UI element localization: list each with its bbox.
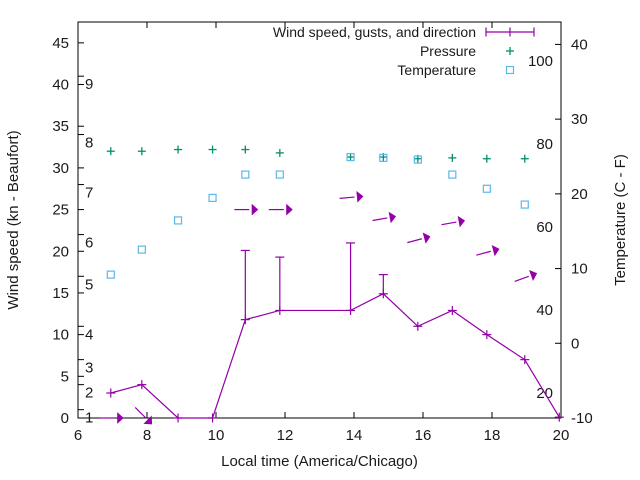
wind-direction-tail <box>134 406 147 419</box>
legend-label-2: Temperature <box>397 62 476 78</box>
y2-tick-label: 40 <box>571 36 588 53</box>
temperature-point <box>208 193 217 203</box>
wind-direction-tail <box>514 275 529 282</box>
x-tick-label: 16 <box>415 427 432 444</box>
y2-axis-title: Temperature (C - F) <box>612 154 629 286</box>
temperature-point <box>482 184 491 193</box>
legend-label-0: Wind speed, gusts, and direction <box>273 24 476 40</box>
wind-direction-arrow <box>251 203 259 216</box>
temperature-point <box>275 170 284 179</box>
y-tick-label: 45 <box>52 35 69 52</box>
y2-f-label: 60 <box>536 219 553 236</box>
y2-tick-label: 0 <box>571 335 579 352</box>
x-tick-label: 10 <box>208 427 225 444</box>
temperature-point <box>346 152 355 162</box>
legend-square-icon <box>505 65 515 75</box>
y-tick-label: 0 <box>61 410 69 427</box>
beaufort-tick-label: 2 <box>85 385 93 402</box>
y-tick-label: 35 <box>52 118 69 135</box>
x-axis-title: Local time (America/Chicago) <box>221 453 418 470</box>
legend-label-1: Pressure <box>420 43 476 59</box>
wind-direction-arrow <box>143 415 153 425</box>
y2-tick-label: -10 <box>571 410 593 427</box>
temperature-point <box>173 216 183 225</box>
temperature-point <box>448 170 457 179</box>
wind-direction-arrow <box>388 211 397 224</box>
beaufort-tick-label: 9 <box>85 76 93 93</box>
wind-direction-arrow <box>356 191 364 203</box>
y-tick-label: 25 <box>52 202 69 219</box>
beaufort-tick-label: 6 <box>85 235 93 252</box>
y2-tick-label: 20 <box>571 186 588 203</box>
wind-direction-arrow <box>117 412 124 424</box>
wind-direction-tail <box>339 196 355 199</box>
x-tick-label: 12 <box>277 427 294 444</box>
wind-direction-arrow <box>422 232 431 244</box>
x-tick-label: 6 <box>74 427 82 444</box>
wind-direction-tail <box>372 217 388 222</box>
wind-direction-tail <box>476 250 491 256</box>
wind-direction-arrow <box>457 215 466 228</box>
y2-tick-label: 30 <box>571 111 588 128</box>
y2-f-label: 100 <box>528 53 553 70</box>
wind-direction-arrow <box>286 203 293 216</box>
y-tick-label: 40 <box>52 77 69 94</box>
beaufort-tick-label: 7 <box>85 185 93 202</box>
plot-frame <box>77 21 562 419</box>
y2-f-label: 80 <box>536 136 553 153</box>
beaufort-tick-label: 1 <box>85 410 93 427</box>
x-tick-label: 14 <box>346 427 363 444</box>
y2-f-label: 40 <box>536 302 553 319</box>
beaufort-tick-label: 4 <box>85 326 93 343</box>
temperature-point <box>413 155 422 164</box>
y-tick-label: 5 <box>61 368 69 385</box>
beaufort-tick-label: 8 <box>85 135 93 152</box>
temperature-point <box>106 270 115 279</box>
wind-direction-arrow <box>491 244 500 257</box>
temperature-point <box>379 153 388 162</box>
x-tick-label: 20 <box>553 427 570 444</box>
beaufort-tick-label: 5 <box>85 276 93 293</box>
temperature-point <box>520 200 529 209</box>
wind-direction-arrow <box>529 269 538 281</box>
y-axis-title: Wind speed (kn - Beaufort) <box>5 130 22 309</box>
x-tick-label: 8 <box>143 427 151 444</box>
y-tick-label: 15 <box>52 285 69 302</box>
temperature-point <box>241 170 250 179</box>
y-tick-label: 10 <box>52 327 69 344</box>
temperature-point <box>137 245 146 254</box>
y2-tick-label: 10 <box>571 261 588 278</box>
wind-direction-tail <box>441 221 457 226</box>
wind-speed-line <box>110 293 560 419</box>
y-tick-label: 20 <box>52 243 69 260</box>
y-tick-label: 30 <box>52 160 69 177</box>
beaufort-tick-label: 3 <box>85 360 93 377</box>
x-tick-label: 18 <box>484 427 501 444</box>
wind-direction-tail <box>407 238 422 244</box>
